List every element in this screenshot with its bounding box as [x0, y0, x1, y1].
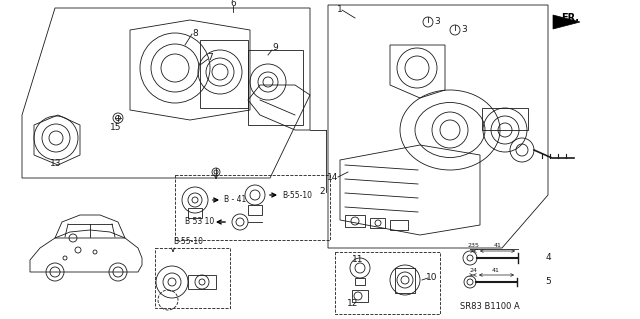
- Text: 13: 13: [51, 159, 61, 167]
- Text: B 53 10: B 53 10: [185, 218, 214, 226]
- Text: 15: 15: [110, 122, 122, 131]
- Text: 235: 235: [467, 243, 479, 248]
- Bar: [482, 108, 528, 130]
- Text: 11: 11: [352, 256, 364, 264]
- Text: B-55-10: B-55-10: [282, 190, 312, 199]
- Text: SR83 B1100 A: SR83 B1100 A: [460, 302, 520, 311]
- Text: 6: 6: [230, 0, 236, 9]
- Text: 41: 41: [494, 243, 502, 248]
- Bar: [390, 220, 408, 230]
- Text: 4: 4: [545, 254, 551, 263]
- Bar: [345, 215, 365, 227]
- Bar: [248, 50, 303, 125]
- Bar: [248, 205, 262, 215]
- Text: 24: 24: [469, 268, 477, 273]
- Bar: [395, 268, 415, 293]
- Text: 9: 9: [272, 43, 278, 53]
- Bar: [352, 290, 368, 302]
- Text: 41: 41: [492, 268, 500, 273]
- Text: 8: 8: [192, 28, 198, 38]
- Text: B - 41: B - 41: [224, 196, 246, 204]
- Text: 14: 14: [327, 173, 339, 182]
- Text: 12: 12: [348, 299, 358, 308]
- Text: 3: 3: [461, 26, 467, 34]
- Text: 3: 3: [434, 18, 440, 26]
- Text: 7: 7: [207, 54, 213, 63]
- Bar: [200, 40, 248, 108]
- Text: B-55-10: B-55-10: [173, 237, 203, 246]
- Polygon shape: [553, 15, 580, 29]
- Text: FR.: FR.: [561, 13, 579, 23]
- Text: 1: 1: [337, 5, 343, 14]
- Bar: [355, 278, 365, 285]
- Bar: [155, 248, 230, 308]
- Text: 5: 5: [545, 278, 551, 286]
- Text: 10: 10: [426, 273, 438, 283]
- Bar: [175, 175, 330, 240]
- Bar: [188, 275, 216, 289]
- Text: 2: 2: [319, 188, 325, 197]
- Bar: [370, 218, 385, 228]
- Bar: [188, 208, 202, 218]
- Bar: [335, 252, 440, 314]
